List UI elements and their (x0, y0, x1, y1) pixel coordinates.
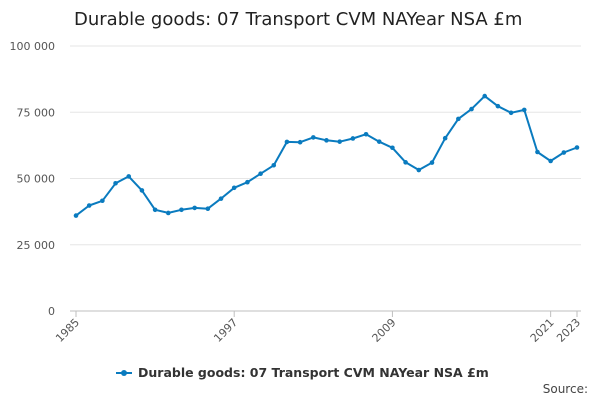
data-point[interactable] (166, 211, 171, 216)
x-tick-label: 1997 (211, 316, 240, 345)
source-label: Source: (543, 382, 588, 396)
data-point[interactable] (74, 213, 79, 218)
data-point[interactable] (324, 138, 329, 143)
data-point[interactable] (469, 107, 474, 112)
y-tick-label: 50 000 (17, 173, 56, 186)
y-tick-label: 75 000 (17, 106, 56, 119)
data-point[interactable] (206, 206, 211, 211)
data-point[interactable] (219, 196, 224, 201)
data-point[interactable] (245, 180, 250, 185)
data-point[interactable] (509, 110, 514, 115)
legend[interactable]: Durable goods: 07 Transport CVM NAYear N… (116, 365, 489, 380)
x-tick-label: 1985 (53, 316, 82, 345)
y-tick-label: 100 000 (10, 40, 56, 53)
data-point[interactable] (126, 174, 131, 179)
legend-label: Durable goods: 07 Transport CVM NAYear N… (138, 365, 489, 380)
data-point[interactable] (416, 168, 421, 173)
data-point[interactable] (403, 160, 408, 165)
data-point[interactable] (337, 139, 342, 144)
gridlines (70, 46, 581, 311)
data-point[interactable] (192, 206, 197, 211)
y-tick-label: 25 000 (17, 239, 56, 252)
data-point[interactable] (535, 150, 540, 155)
x-tick-label: 2023 (554, 316, 583, 345)
data-point[interactable] (232, 185, 237, 190)
data-point[interactable] (390, 145, 395, 150)
data-point[interactable] (377, 139, 382, 144)
data-point[interactable] (496, 104, 501, 109)
data-point[interactable] (482, 94, 487, 99)
data-point[interactable] (87, 203, 92, 208)
legend-swatch-icon (116, 368, 132, 378)
data-point[interactable] (562, 150, 567, 155)
data-point[interactable] (100, 198, 105, 203)
data-point[interactable] (575, 145, 580, 150)
data-point[interactable] (179, 207, 184, 212)
data-point[interactable] (258, 171, 263, 176)
x-tick-label: 2021 (528, 316, 557, 345)
data-point[interactable] (153, 207, 158, 212)
y-tick-label: 0 (48, 305, 55, 318)
data-point[interactable] (285, 140, 290, 145)
data-point[interactable] (271, 163, 276, 168)
data-point[interactable] (443, 136, 448, 141)
data-point[interactable] (456, 117, 461, 122)
data-point[interactable] (430, 160, 435, 165)
y-axis: 0 25 000 50 000 75 000 100 000 (10, 40, 56, 318)
data-point[interactable] (113, 181, 118, 186)
data-point[interactable] (548, 159, 553, 164)
x-tick-label: 2009 (370, 316, 399, 345)
data-point[interactable] (351, 136, 356, 141)
data-point[interactable] (311, 135, 316, 140)
data-point[interactable] (140, 188, 145, 193)
series-line (76, 96, 577, 216)
data-point[interactable] (364, 132, 369, 137)
data-point[interactable] (522, 108, 527, 113)
data-point[interactable] (298, 140, 303, 145)
